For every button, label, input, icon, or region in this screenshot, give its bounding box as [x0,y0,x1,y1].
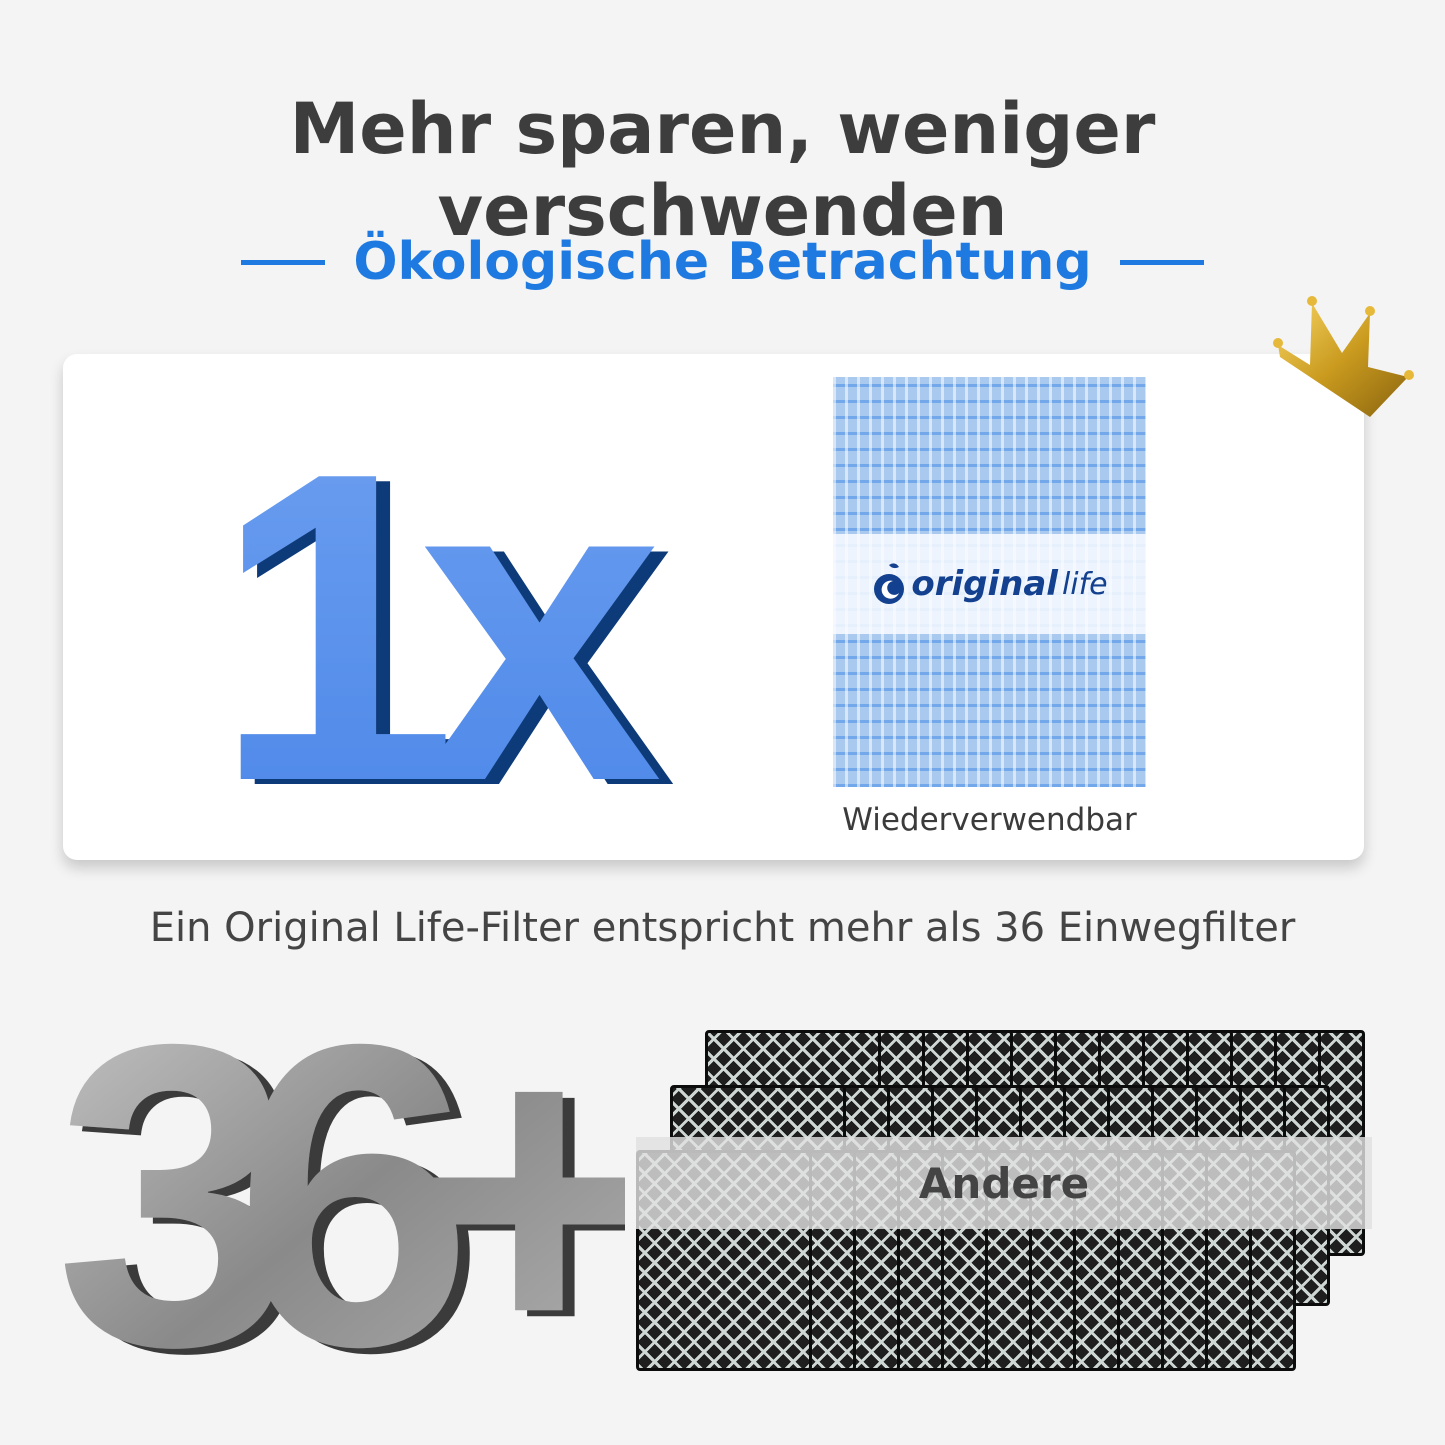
quantity-text: 1x [213,434,665,804]
page-title: Mehr sparen, weniger verschwenden [289,88,1156,252]
section-subtitle: Ökologische Betrachtung [0,232,1445,292]
reusable-filter-image: original life [833,377,1146,787]
divider-left [241,259,326,265]
others-label-band: Andere [636,1137,1372,1229]
quantity-graphic: 1x [213,434,673,804]
product-label: Wiederverwendbar [842,802,1137,838]
crown-icon [1273,296,1414,417]
brand-logo-icon [874,563,905,604]
brand-logo: original life [871,561,1108,607]
others-quantity-text: 36+ [55,1010,625,1380]
brand-name: original [911,564,1058,604]
subtitle-text: Ökologische Betrachtung [353,232,1092,292]
filter-label-band: original life [833,534,1146,634]
others-label: Andere [918,1158,1090,1208]
comparison-caption: Ein Original Life-Filter entspricht mehr… [149,905,1296,951]
others-quantity-graphic: 36+ [55,1010,625,1380]
comparison-card: 1x original life Wiederverwendbar [63,354,1364,860]
brand-suffix: life [1061,566,1108,602]
divider-right [1119,259,1204,265]
